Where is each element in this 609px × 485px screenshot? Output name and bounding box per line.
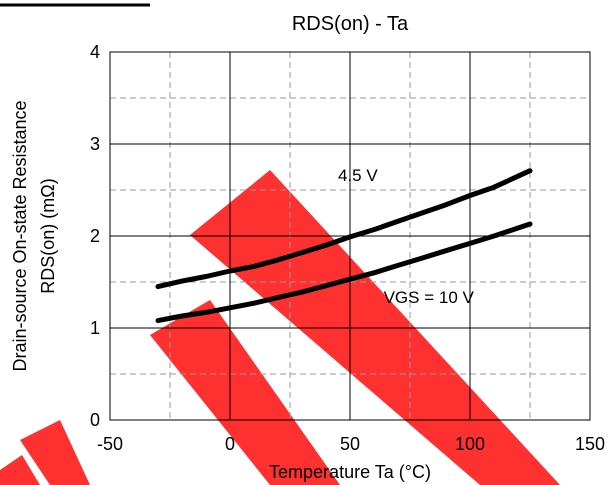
series-line-1: [155, 221, 533, 324]
annotation-label: 4.5 V: [338, 166, 378, 185]
watermark-stroke-3: [20, 420, 90, 485]
x-tick-label: -50: [97, 434, 123, 454]
chart-title: RDS(on) - Ta: [292, 13, 409, 35]
plot-frame: [109, 51, 591, 421]
y-axis-label-line1: Drain-source On-state Resistance: [10, 100, 30, 371]
y-tick-label: 3: [90, 134, 100, 154]
grid: [110, 52, 590, 420]
series-line-0: [155, 168, 533, 290]
annotation-label: VGS = 10 V: [384, 288, 475, 307]
watermark-stroke-2: [150, 300, 340, 485]
y-tick-label: 0: [90, 410, 100, 430]
x-tick-label: 50: [340, 434, 360, 454]
y-tick-label: 4: [90, 42, 100, 62]
series-lines: [155, 168, 533, 324]
watermark-stroke-4: [0, 455, 40, 485]
tick-labels: -50 0 50 100 150 0 1 2 3 4: [90, 42, 605, 454]
x-tick-label: 100: [455, 434, 485, 454]
x-axis-label: Temperature Ta (°C): [269, 462, 431, 482]
x-tick-label: 150: [575, 434, 605, 454]
y-tick-label: 1: [90, 318, 100, 338]
x-tick-label: 0: [225, 434, 235, 454]
annotations: 4.5 V VGS = 10 V: [338, 166, 475, 307]
y-axis-label-line2: RDS(on) (mΩ): [38, 178, 58, 293]
y-tick-label: 2: [90, 226, 100, 246]
